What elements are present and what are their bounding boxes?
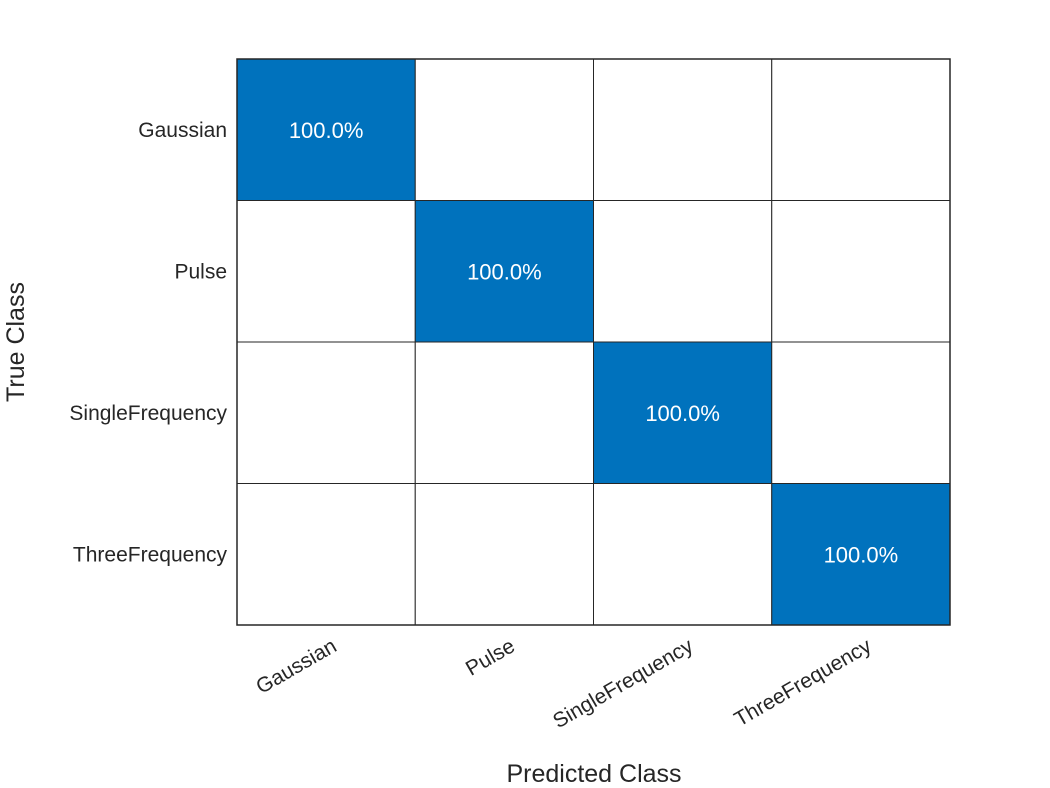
matrix-cell (593, 58, 773, 201)
cell-value-label: 100.0% (467, 259, 542, 284)
matrix-cell (771, 58, 951, 201)
matrix-cell (593, 200, 773, 343)
y-axis-label: True Class (2, 282, 30, 402)
cell-value-label: 100.0% (289, 118, 364, 143)
matrix-cell (236, 200, 416, 343)
cell-value-label: 100.0% (645, 401, 720, 426)
x-tick-label: Gaussian (252, 634, 340, 698)
y-tick-label: ThreeFrequency (73, 543, 228, 566)
matrix-cell (593, 341, 773, 484)
y-tick-label: Gaussian (138, 119, 227, 142)
matrix-cell (236, 341, 416, 484)
y-tick-label: SingleFrequency (69, 402, 227, 425)
cell-value-label: 100.0% (824, 542, 899, 567)
matrix-cell (771, 483, 951, 626)
y-tick-label: Pulse (174, 260, 227, 283)
matrix-cell (236, 483, 416, 626)
x-tick-label: ThreeFrequency (730, 634, 875, 731)
matrix-border (236, 58, 951, 626)
matrix-cell (236, 58, 416, 201)
matrix-cell (771, 200, 951, 343)
x-axis-label: Predicted Class (506, 760, 681, 788)
matrix-cell (593, 483, 773, 626)
matrix-cell (414, 200, 594, 343)
matrix-cell (771, 341, 951, 484)
matrix-cell (414, 58, 594, 201)
x-tick-label: SingleFrequency (549, 634, 697, 733)
x-tick-label: Pulse (462, 634, 519, 680)
matrix-cell (414, 483, 594, 626)
matrix-cell (414, 341, 594, 484)
